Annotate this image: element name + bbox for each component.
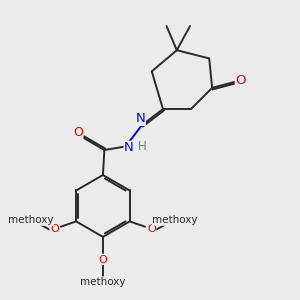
- Text: O: O: [236, 74, 246, 87]
- Text: methoxy: methoxy: [8, 215, 54, 225]
- Text: N: N: [135, 112, 145, 125]
- Text: H: H: [138, 140, 147, 153]
- Text: N: N: [124, 141, 134, 154]
- Text: O: O: [73, 126, 83, 139]
- Text: O: O: [147, 224, 156, 234]
- Text: methoxy: methoxy: [80, 277, 126, 287]
- Text: O: O: [98, 254, 107, 265]
- Text: methoxy: methoxy: [152, 215, 198, 225]
- Text: O: O: [50, 224, 59, 234]
